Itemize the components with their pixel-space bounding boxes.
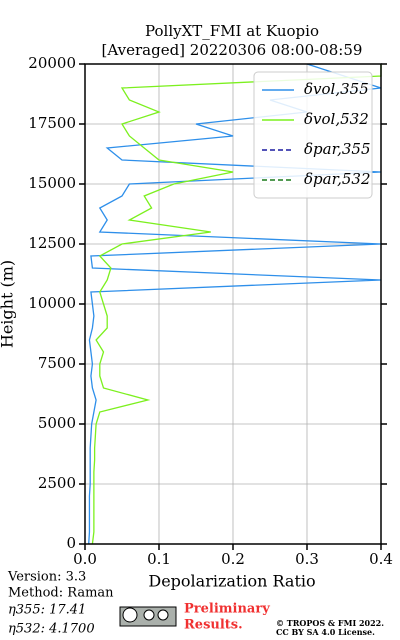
plot-frame (84, 63, 382, 545)
chart-title: PollyXT_FMI at Kuopio (145, 22, 319, 40)
legend-box (253, 71, 373, 199)
y-tick-label: 15000 (28, 174, 76, 192)
legend-label: δvol,532 (304, 110, 369, 128)
y-tick-label: 12500 (28, 234, 76, 252)
copyright: CC BY SA 4.0 License. (276, 627, 375, 637)
x-tick-label: 0.1 (147, 550, 171, 568)
preliminary: Preliminary (184, 602, 270, 617)
legend-label: δpar,355 (304, 140, 371, 158)
y-tick-label: 7500 (38, 354, 76, 372)
y-tick-label: 10000 (28, 294, 76, 312)
x-tick-label: 0.3 (295, 550, 319, 568)
y-tick-label: 0 (66, 534, 76, 552)
x-tick-label: 0.4 (369, 550, 393, 568)
y-tick-label: 17500 (28, 114, 76, 132)
method: Method: Raman (8, 586, 114, 601)
eta532: η532: 4.1700 (8, 622, 95, 637)
legend-label: δvol,355 (304, 80, 369, 98)
y-tick-label: 5000 (38, 414, 76, 432)
eta355: η355: 17.41 (8, 603, 86, 618)
preliminary: Results. (184, 618, 243, 633)
y-axis-label: Height (m) (0, 260, 17, 348)
y-tick-label: 20000 (28, 54, 76, 72)
version: Version: 3.3 (7, 570, 86, 585)
series-line (88, 63, 382, 545)
cc-logo (119, 606, 177, 627)
copyright: © TROPOS & FMI 2022. (276, 618, 384, 628)
series-line (91, 64, 382, 545)
x-axis-label: Depolarization Ratio (148, 572, 315, 591)
legend-label: δpar,532 (304, 170, 371, 188)
x-tick-label: 0.0 (73, 550, 97, 568)
chart-subtitle: [Averaged] 20220306 08:00-08:59 (102, 41, 363, 59)
y-tick-label: 2500 (38, 474, 76, 492)
x-tick-label: 0.2 (221, 550, 245, 568)
